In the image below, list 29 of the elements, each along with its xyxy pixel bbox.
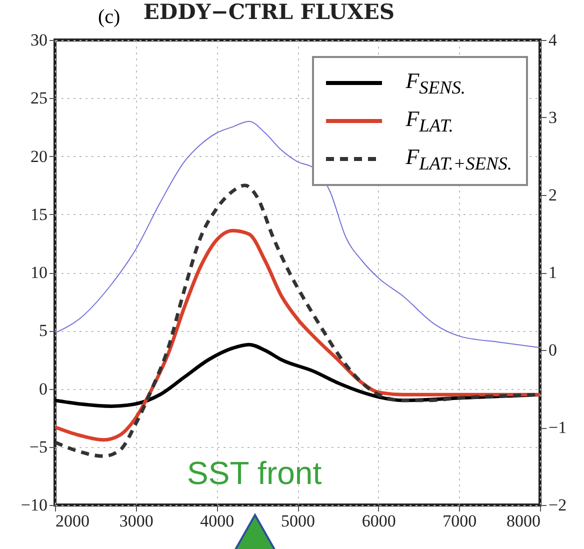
- y2-tick-label: 2: [548, 186, 557, 204]
- legend-label: F$_{LAT.+SENS.}$: [406, 144, 512, 174]
- y-tick-label: 30: [30, 30, 48, 50]
- annotation: SST front: [187, 455, 322, 492]
- x-tick-label: 7000: [442, 512, 477, 530]
- y2-tick-label: −1: [548, 418, 567, 437]
- y2-tick-label: 1: [548, 263, 557, 282]
- y-tick-label: 20: [30, 146, 48, 166]
- y-tick-label: 15: [30, 204, 48, 224]
- y-tick-label: 5: [39, 321, 48, 340]
- y-tick-label: 10: [30, 263, 48, 282]
- y-tick-label: −5: [29, 437, 48, 456]
- x-tick-label: 3000: [119, 512, 154, 530]
- y2-tick-label: 4: [548, 30, 558, 50]
- y2-tick-label: 3: [548, 108, 557, 127]
- y-tick-label: 25: [30, 88, 48, 108]
- y-tick-label: −10: [20, 496, 48, 514]
- x-tick-label: 4000: [200, 512, 234, 530]
- text: (c): [98, 6, 120, 29]
- x-tick-label: 2000: [56, 512, 90, 530]
- y2-tick-label: 0: [548, 340, 557, 360]
- x-tick-label: 8000: [506, 512, 540, 530]
- x-tick-label: 5000: [281, 512, 315, 530]
- legend-label: F$_{LAT.}$: [406, 106, 454, 136]
- x-tick-label: 6000: [362, 512, 396, 530]
- y-tick-label: 0: [39, 379, 48, 398]
- chart-title: EDDY−CTRL FLUXES: [143, 0, 395, 24]
- legend-label: F$_{SENS.}$: [406, 68, 466, 98]
- y2-tick-label: −2: [548, 496, 567, 514]
